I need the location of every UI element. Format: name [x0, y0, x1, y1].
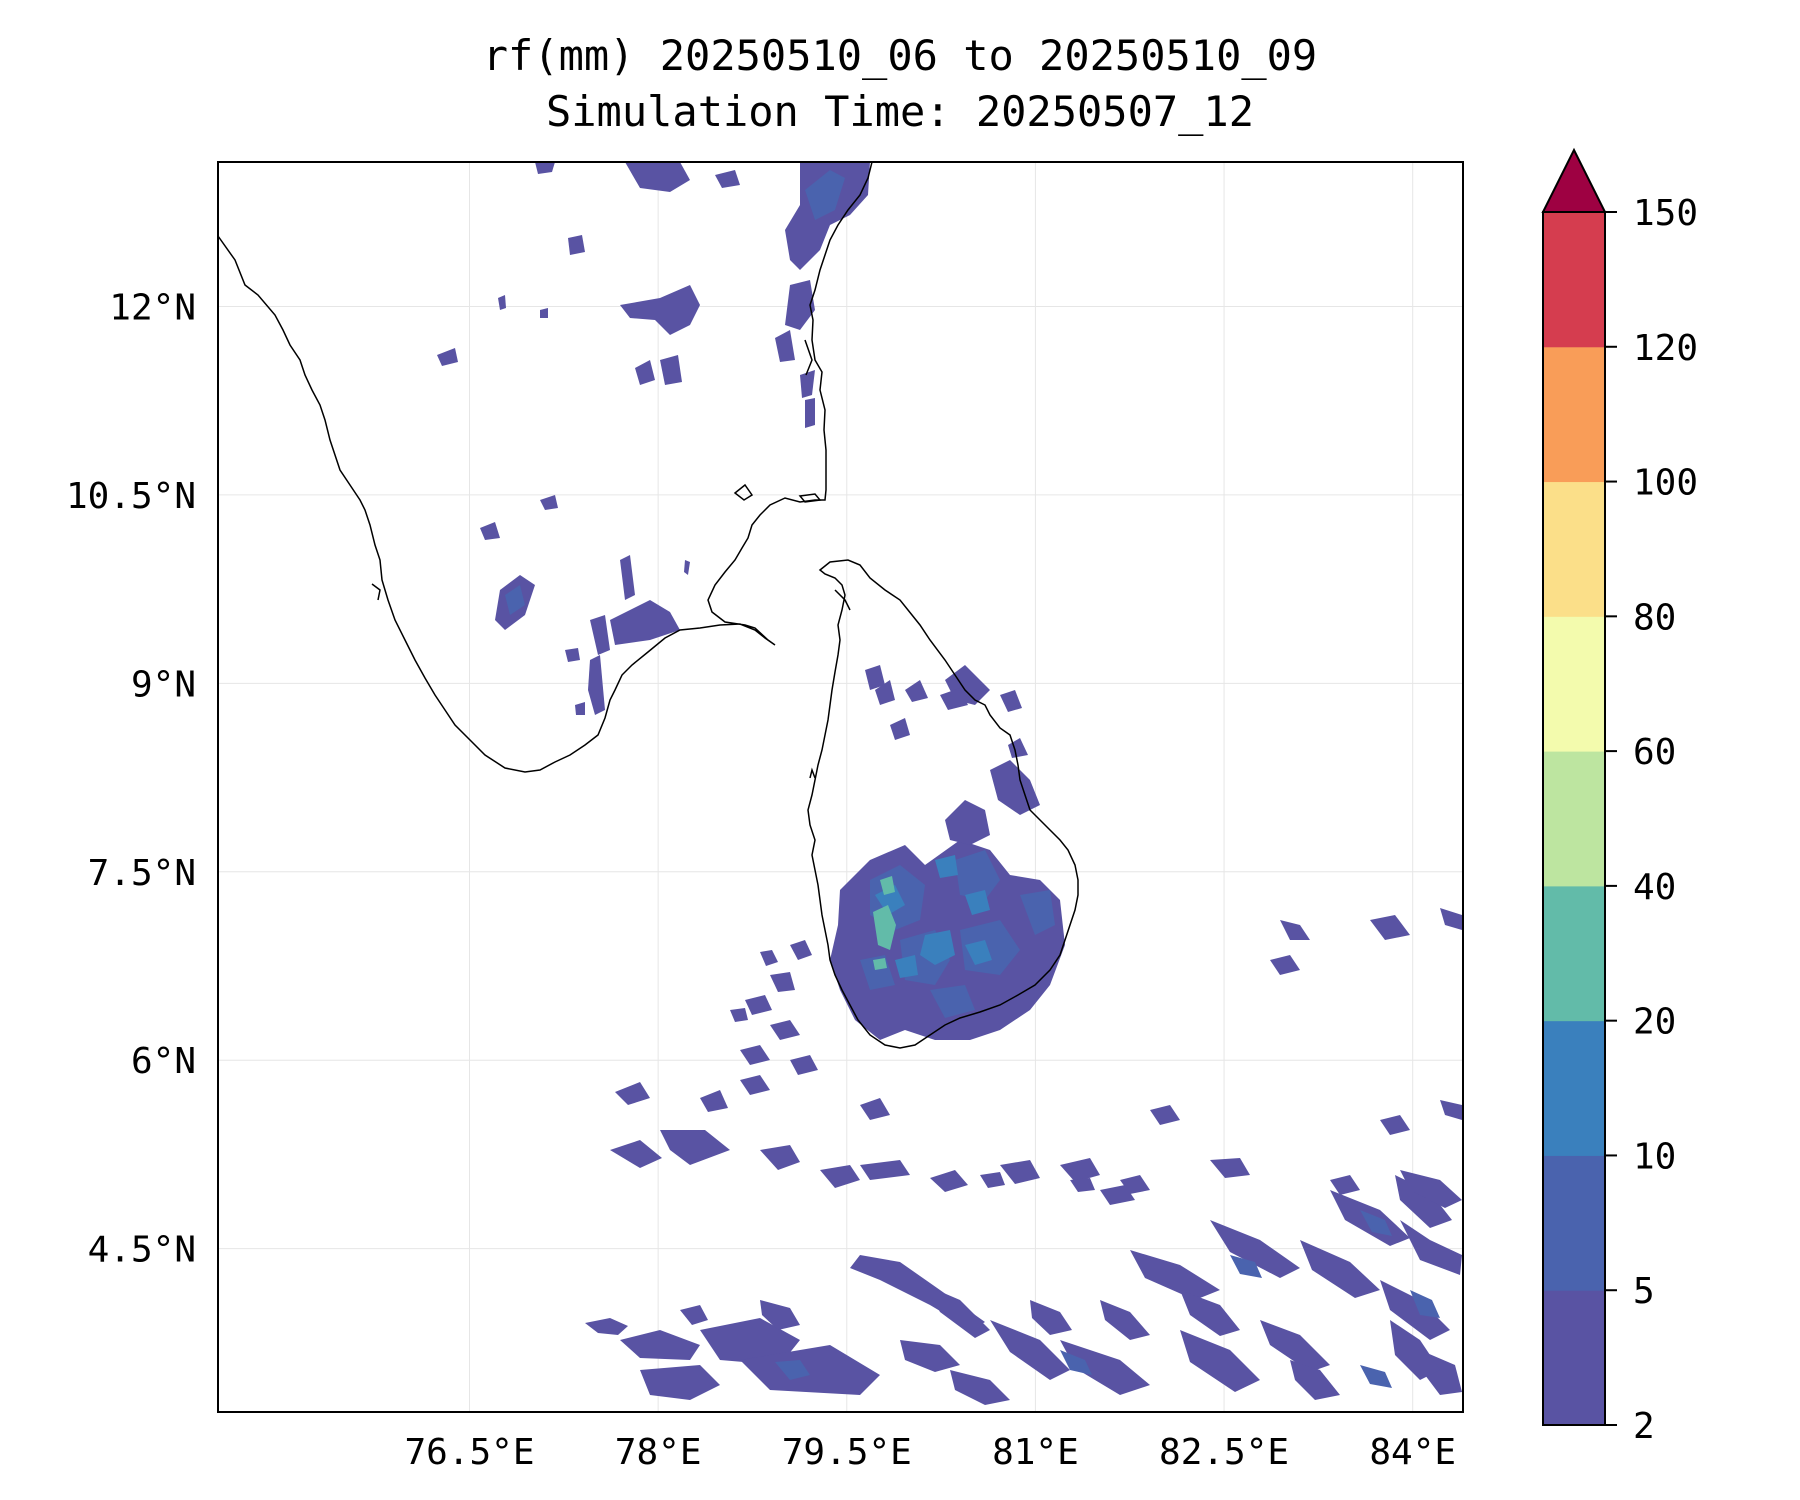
colorbar-tick-label: 80 [1633, 597, 1676, 638]
lon-tick-label: 81°E [992, 1432, 1079, 1473]
colorbar-tick-label: 40 [1633, 867, 1676, 908]
colorbar-frame [1542, 211, 1606, 1426]
lat-tick-label: 7.5°N [88, 853, 196, 894]
colorbar-tick-label: 20 [1633, 1002, 1676, 1043]
colorbar-swatches [1543, 212, 1605, 1426]
title-line-2: Simulation Time: 20250507_12 [545, 87, 1254, 136]
colorbar-swatch [1543, 212, 1605, 348]
map-frame [217, 161, 1464, 1413]
lat-tick-label: 12°N [109, 287, 196, 328]
colorbar-tick-label: 150 [1633, 193, 1698, 234]
colorbar-swatch [1543, 1155, 1605, 1291]
ocean-rain-patches-near-island [730, 940, 818, 1075]
ocean-rain-patches [610, 908, 1462, 1205]
latitude-ticks: 12°N 10.5°N 9°N 7.5°N 6°N 4.5°N [66, 287, 196, 1270]
map-background [218, 162, 1463, 1412]
colorbar-swatch [1543, 346, 1605, 483]
colorbar-tick-label: 60 [1633, 732, 1676, 773]
colorbar-ticks: 2 5 10 20 40 60 80 100 120 150 [1605, 193, 1698, 1447]
colorbar-swatch [1543, 481, 1605, 617]
lat-tick-label: 10.5°N [66, 476, 196, 517]
colorbar-swatch [1543, 616, 1605, 752]
colorbar-tick-label: 120 [1633, 328, 1698, 369]
lat-tick-label: 6°N [131, 1041, 196, 1082]
chart-title: rf(mm) 20250510_06 to 20250510_09 Simula… [0, 28, 1800, 140]
colorbar-swatch [1543, 1020, 1605, 1156]
india-coastline [217, 161, 873, 773]
longitude-ticks: 76.5°E 78°E 79.5°E 81°E 82.5°E 84°E [404, 1432, 1456, 1473]
island-rain-heavy [875, 855, 992, 978]
colorbar-swatch [1543, 885, 1605, 1022]
land-rain-moderate-north [505, 170, 845, 615]
colorbar-tick-label: 5 [1633, 1271, 1655, 1312]
colorbar-tick-label: 2 [1633, 1406, 1655, 1447]
lon-tick-label: 76.5°E [404, 1432, 534, 1473]
lon-tick-label: 82.5°E [1159, 1432, 1289, 1473]
colorbar-tick-label: 100 [1633, 463, 1698, 504]
colorbar-swatch [1543, 1290, 1605, 1426]
coastline [217, 161, 1079, 1049]
lat-tick-label: 9°N [131, 664, 196, 705]
lat-tick-label: 4.5°N [88, 1230, 196, 1271]
colorbar-tick-label: 10 [1633, 1136, 1676, 1177]
sri-lanka-coastline [807, 559, 1079, 1049]
colorbar-extend-triangle [1541, 147, 1607, 213]
lon-tick-label: 79.5°E [782, 1432, 912, 1473]
ocean-rain-bands-south-moderate [775, 1210, 1440, 1388]
lon-tick-label: 78°E [615, 1432, 702, 1473]
rainfall-contours [437, 162, 1462, 1405]
title-line-1: rf(mm) 20250510_06 to 20250510_09 [482, 31, 1318, 80]
lon-tick-label: 84°E [1369, 1432, 1456, 1473]
island-rain-peak [873, 876, 896, 970]
map-panel: 76.5°E 78°E 79.5°E 81°E 82.5°E 84°E 12°N 10.5°… [66, 161, 1464, 1473]
colorbar-swatch [1543, 751, 1605, 887]
gridlines [218, 162, 1463, 1412]
colorbar: 2 5 10 20 40 60 80 100 120 150 [1541, 147, 1698, 1447]
